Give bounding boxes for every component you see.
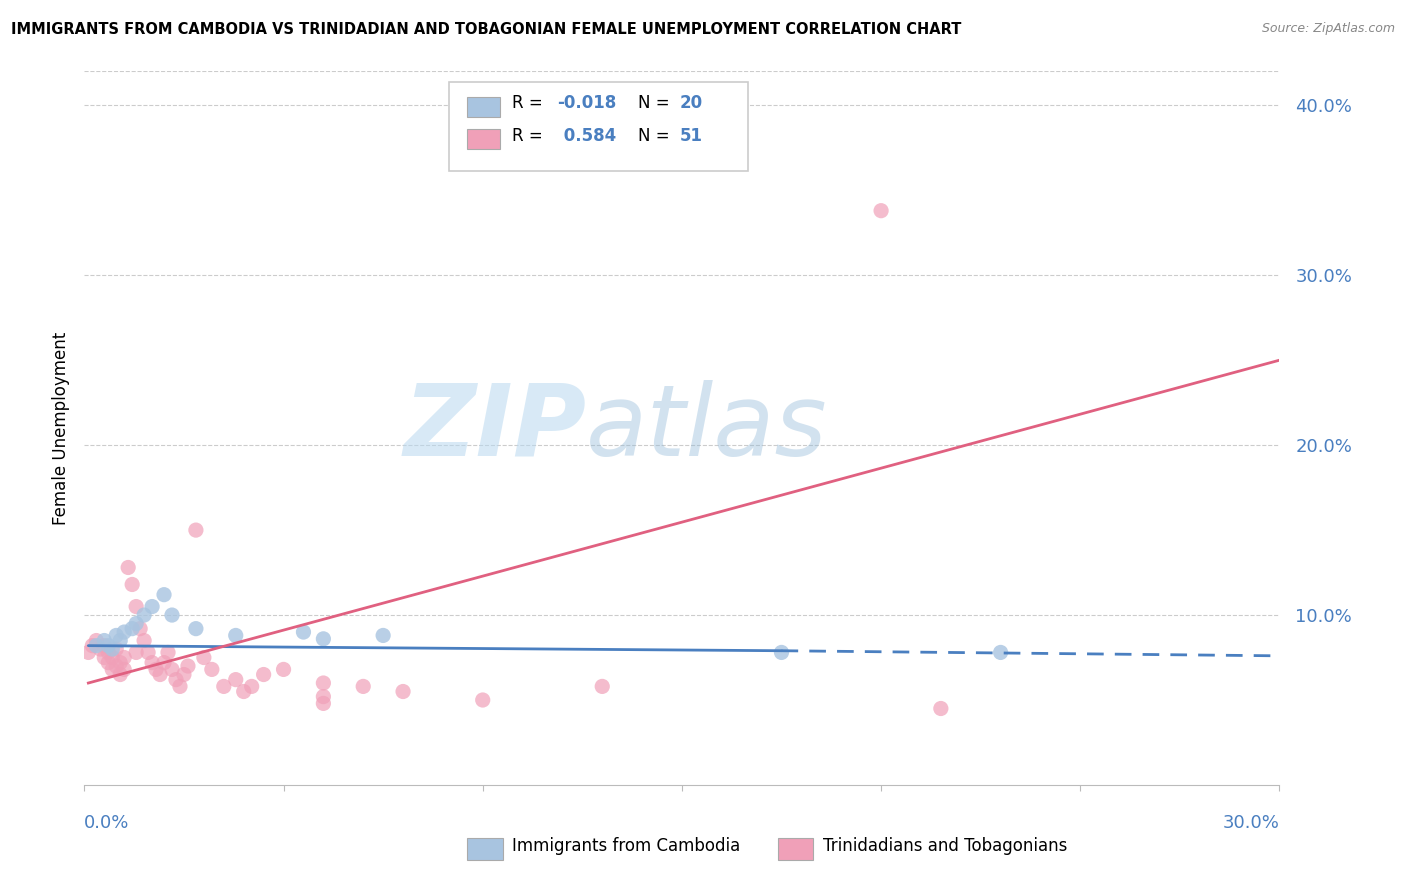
Point [392,684,415,698]
Text: atlas: atlas [586,380,828,476]
Point [292,625,315,640]
Point [101,642,124,657]
Point [870,203,893,218]
Point [591,680,613,694]
FancyBboxPatch shape [449,82,748,171]
Text: N =: N = [638,95,675,112]
Point [121,622,143,636]
Point [97,645,120,659]
Point [169,680,191,694]
Point [86,633,108,648]
Point [184,622,207,636]
Point [112,625,135,640]
Point [93,650,115,665]
Point [312,632,335,646]
Point [273,662,295,676]
Point [125,599,148,614]
Point [312,697,335,711]
Text: ZIP: ZIP [404,380,586,476]
Point [929,701,952,715]
Point [105,628,128,642]
Point [193,650,215,665]
Point [184,523,207,537]
Point [212,680,235,694]
Text: Trinidadians and Tobagonians: Trinidadians and Tobagonians [823,837,1067,855]
Text: N =: N = [638,127,675,145]
Point [352,680,374,694]
Text: R =: R = [512,127,548,145]
Text: 0.584: 0.584 [558,127,616,145]
Text: R =: R = [512,95,548,112]
Point [117,560,139,574]
Point [201,662,224,676]
FancyBboxPatch shape [467,97,501,117]
Point [225,628,247,642]
Text: 20: 20 [679,95,703,112]
Text: 0.0%: 0.0% [84,814,129,831]
Point [105,642,128,657]
Point [145,662,167,676]
Point [97,639,120,653]
Point [157,645,180,659]
Point [77,645,100,659]
Point [136,645,159,659]
Point [141,599,163,614]
Point [110,656,132,670]
Point [112,662,135,676]
Point [471,693,494,707]
Point [160,608,183,623]
Point [165,673,187,687]
Point [153,656,176,670]
Text: Immigrants from Cambodia: Immigrants from Cambodia [512,837,741,855]
Point [110,667,132,681]
Point [240,680,263,694]
Point [373,628,395,642]
Point [141,656,163,670]
Y-axis label: Female Unemployment: Female Unemployment [52,332,70,524]
Point [312,676,335,690]
Point [129,622,152,636]
Point [225,673,247,687]
Text: 30.0%: 30.0% [1223,814,1279,831]
Point [101,650,124,665]
Point [89,642,111,657]
Point [112,650,135,665]
FancyBboxPatch shape [467,838,503,860]
Point [93,633,115,648]
Point [177,659,200,673]
Point [253,667,276,681]
Point [93,639,115,653]
Point [312,690,335,704]
Point [132,608,156,623]
Point [160,662,183,676]
Point [173,667,195,681]
Point [770,645,793,659]
Point [86,639,108,653]
FancyBboxPatch shape [467,129,501,149]
Point [110,633,132,648]
FancyBboxPatch shape [778,838,814,860]
Point [149,667,172,681]
Text: 51: 51 [679,127,703,145]
Point [132,633,156,648]
Point [153,588,176,602]
Point [82,639,104,653]
Point [105,659,128,673]
Point [125,645,148,659]
Text: Source: ZipAtlas.com: Source: ZipAtlas.com [1261,22,1395,36]
Text: -0.018: -0.018 [558,95,617,112]
Point [121,577,143,591]
Point [101,662,124,676]
Point [232,684,254,698]
Text: IMMIGRANTS FROM CAMBODIA VS TRINIDADIAN AND TOBAGONIAN FEMALE UNEMPLOYMENT CORRE: IMMIGRANTS FROM CAMBODIA VS TRINIDADIAN … [11,22,962,37]
Point [990,645,1012,659]
Point [125,616,148,631]
Point [97,656,120,670]
